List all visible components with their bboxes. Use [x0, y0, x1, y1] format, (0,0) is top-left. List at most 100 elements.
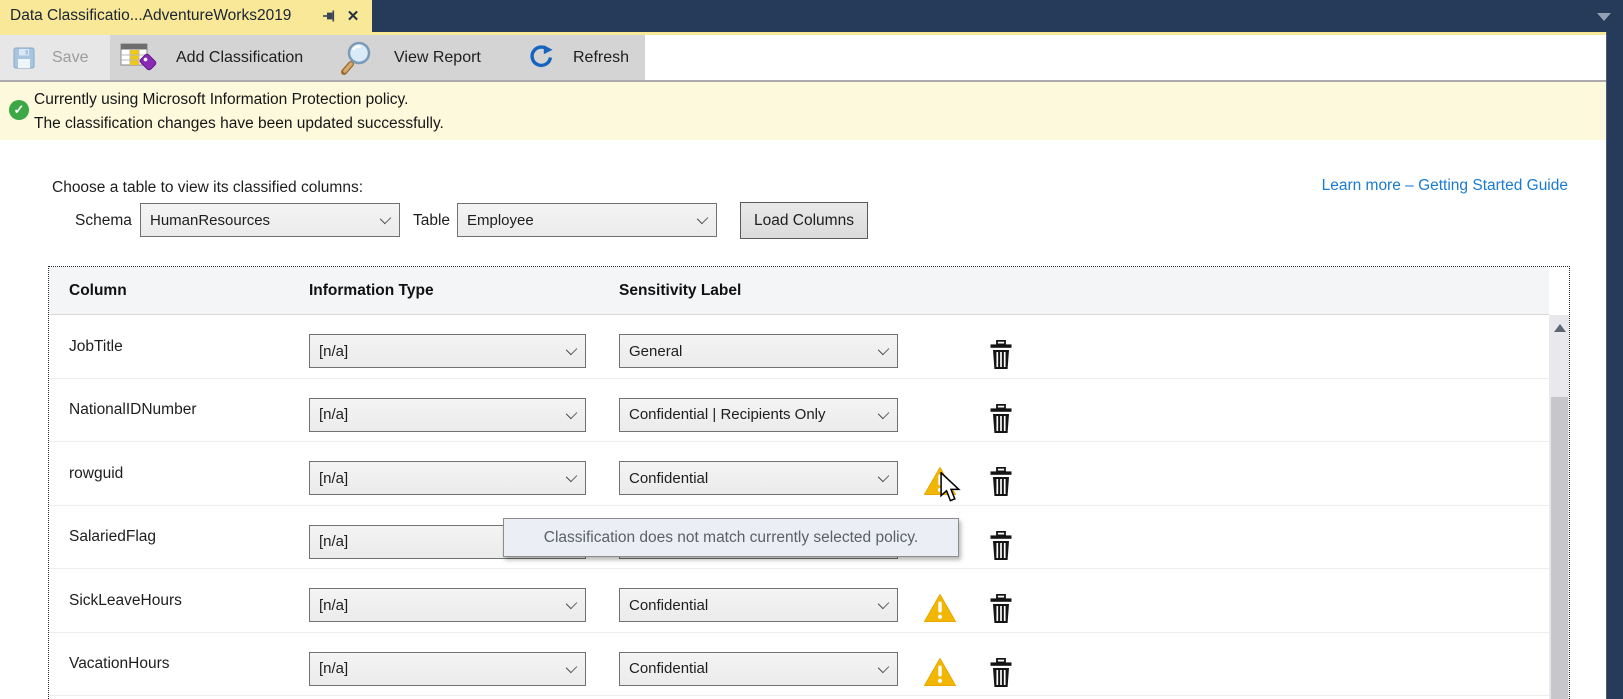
delete-icon[interactable] [989, 467, 1013, 498]
view-report-icon [341, 41, 371, 75]
view-report-label: View Report [394, 48, 481, 66]
vertical-scrollbar[interactable] [1549, 315, 1569, 699]
arrow-cursor-icon [940, 472, 961, 502]
information-type-dropdown[interactable]: [n/a] [309, 588, 586, 622]
window-right-edge [1606, 32, 1623, 699]
information-type-dropdown[interactable]: [n/a] [309, 461, 586, 495]
scrollbar-thumb[interactable] [1551, 397, 1568, 699]
information-type-value: [n/a] [319, 660, 349, 677]
sensitivity-label-value: General [629, 342, 683, 360]
chevron-down-icon [379, 212, 392, 225]
sensitivity-label-dropdown[interactable]: Confidential [619, 461, 898, 495]
chevron-down-icon [877, 343, 890, 356]
learn-more-link[interactable]: Learn more – Getting Started Guide [1321, 177, 1568, 194]
refresh-button[interactable]: Refresh [528, 35, 629, 80]
table-label: Table [413, 212, 451, 229]
column-name: VacationHours [69, 655, 170, 673]
active-tab-underline [0, 32, 1606, 35]
load-columns-button[interactable]: Load Columns [740, 202, 868, 239]
warning-icon[interactable] [923, 593, 957, 623]
toolbar-actions-segment [110, 35, 645, 80]
table-dropdown[interactable]: Employee [457, 203, 717, 237]
status-infobar: ✓ Currently using Microsoft Information … [0, 82, 1606, 140]
infobar-line2: The classification changes have been upd… [34, 115, 444, 132]
information-type-header: Information Type [309, 281, 434, 299]
toolbar: Save Add Classification Vi [0, 35, 1606, 82]
chevron-down-icon [565, 407, 578, 419]
sensitivity-label-header: Sensitivity Label [619, 281, 742, 299]
information-type-value: [n/a] [319, 342, 349, 360]
add-classification-icon [120, 43, 157, 70]
information-type-value: [n/a] [319, 533, 349, 550]
document-tab[interactable]: Data Classificatio...AdventureWorks2019 … [0, 0, 372, 32]
sensitivity-label-value: Confidential [629, 596, 709, 614]
information-type-value: [n/a] [319, 406, 349, 423]
schema-dropdown-value: HumanResources [150, 211, 271, 229]
information-type-value: [n/a] [319, 596, 349, 614]
column-header: Column [69, 281, 127, 299]
table-row: NationalIDNumber [n/a] Confidential | Re… [49, 378, 1549, 442]
refresh-icon [530, 45, 553, 68]
chevron-down-icon [565, 470, 578, 483]
delete-icon[interactable] [989, 403, 1013, 435]
scroll-up-icon[interactable] [1554, 324, 1566, 332]
infobar-text: Currently using Microsoft Information Pr… [34, 88, 444, 136]
column-name: rowguid [69, 464, 124, 482]
table-row: SickLeaveHours [n/a] Confidential [49, 569, 1549, 633]
classification-grid: Column Information Type Sensitivity Labe… [48, 266, 1570, 699]
sensitivity-label-value: Confidential [629, 469, 709, 487]
pin-icon[interactable] [318, 5, 340, 27]
close-icon[interactable]: ✕ [346, 8, 360, 25]
sensitivity-label-dropdown[interactable]: General [619, 334, 898, 368]
table-dropdown-value: Employee [467, 211, 534, 229]
schema-dropdown[interactable]: HumanResources [140, 203, 400, 237]
add-classification-button[interactable]: Add Classification [120, 35, 303, 80]
table-row: rowguid [n/a] Confidential [49, 442, 1549, 506]
chevron-down-icon [565, 343, 578, 356]
pin-icon-glyph [323, 10, 335, 22]
column-name: NationalIDNumber [69, 401, 197, 419]
grid-body: JobTitle [n/a] General NationalIDNum [49, 315, 1549, 696]
column-name: SalariedFlag [69, 528, 157, 546]
sensitivity-label-value: Confidential [629, 660, 709, 677]
choose-table-caption: Choose a table to view its classified co… [52, 179, 364, 196]
warning-icon[interactable] [923, 657, 957, 687]
save-icon [13, 47, 35, 68]
sensitivity-label-dropdown[interactable]: Confidential [619, 588, 898, 622]
document-tab-title: Data Classificatio...AdventureWorks2019 [10, 7, 292, 24]
information-type-value: [n/a] [319, 469, 349, 487]
chevron-down-icon [565, 661, 578, 673]
information-type-dropdown[interactable]: [n/a] [309, 397, 586, 432]
information-type-dropdown[interactable]: [n/a] [309, 334, 586, 368]
save-label: Save [52, 48, 89, 66]
mouse-cursor [938, 472, 964, 504]
table-row: JobTitle [n/a] General [49, 315, 1549, 379]
table-row: VacationHours [n/a] Confidential [49, 632, 1549, 696]
chevron-down-icon [877, 597, 890, 610]
refresh-label: Refresh [573, 48, 630, 66]
sensitivity-label-dropdown[interactable]: Confidential [619, 651, 898, 686]
policy-mismatch-tooltip: Classification does not match currently … [503, 518, 959, 557]
chevron-down-icon [565, 597, 578, 610]
chevron-down-icon [877, 470, 890, 483]
document-tab-strip: Data Classificatio...AdventureWorks2019 … [0, 0, 1623, 32]
delete-icon[interactable] [989, 530, 1013, 562]
sensitivity-label-value: Confidential | Recipients Only [629, 406, 826, 423]
schema-label: Schema [75, 212, 132, 229]
chevron-down-icon [696, 212, 709, 225]
chevron-down-icon [877, 661, 890, 673]
information-type-dropdown[interactable]: [n/a] [309, 651, 586, 686]
delete-icon[interactable] [989, 594, 1013, 625]
success-check-icon: ✓ [9, 100, 29, 120]
add-classification-label: Add Classification [176, 48, 304, 66]
save-button[interactable]: Save [13, 35, 88, 80]
column-name: SickLeaveHours [69, 591, 182, 609]
delete-icon[interactable] [989, 657, 1013, 689]
chevron-down-icon[interactable] [1597, 13, 1611, 21]
delete-icon[interactable] [989, 340, 1013, 371]
infobar-line1: Currently using Microsoft Information Pr… [34, 91, 409, 108]
column-name: JobTitle [69, 337, 123, 355]
sensitivity-label-dropdown[interactable]: Confidential | Recipients Only [619, 397, 898, 432]
view-report-button[interactable]: View Report [338, 35, 481, 80]
